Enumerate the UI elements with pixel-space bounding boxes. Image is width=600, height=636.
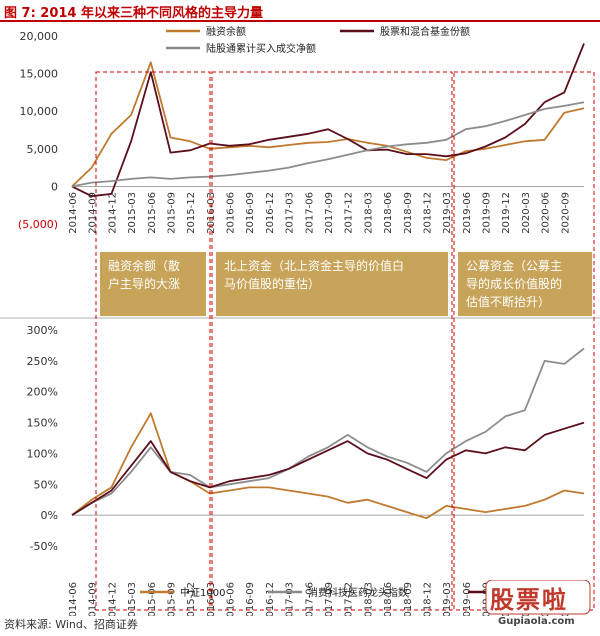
x-tick-label: 2014-06 <box>68 582 79 616</box>
watermark-logo: 股票啦 Gupiaola.com <box>484 579 596 632</box>
series-line-3 <box>71 101 585 188</box>
x-tick-label: 2019-03 <box>442 192 453 234</box>
y-tick-label: (5,000) <box>18 218 58 231</box>
annotation-box <box>216 252 448 316</box>
annotation-box <box>458 252 592 316</box>
annotation-text: 马价值股的重估） <box>224 276 320 291</box>
period-frame <box>211 71 453 611</box>
x-tick-label: 2019-06 <box>462 192 473 234</box>
x-tick-label: 2014-09 <box>88 582 99 616</box>
x-tick-label: 2016-12 <box>265 582 276 616</box>
x-tick-label: 2017-12 <box>344 192 355 234</box>
series-line-3 <box>71 421 585 516</box>
x-tick-label: 2015-03 <box>127 582 138 616</box>
x-tick-label: 2017-03 <box>285 192 296 234</box>
x-tick-label: 2017-06 <box>304 192 315 234</box>
figure-title: 图 7: 2014 年以来三种不同风格的主导力量 <box>4 6 264 21</box>
legend-label: 陆股通累计买入成交净额 <box>206 42 316 55</box>
x-tick-label: 2018-03 <box>363 192 374 234</box>
x-tick-label: 2016-12 <box>265 192 276 234</box>
annotation-text: 户主导的大涨 <box>108 276 180 291</box>
y-tick-label: 250% <box>27 355 58 368</box>
series-line-2 <box>71 347 585 516</box>
period-frame <box>95 71 211 611</box>
y-tick-label: 10,000 <box>20 105 59 118</box>
y-tick-label: 15,000 <box>20 68 59 81</box>
period-frame <box>453 71 595 611</box>
series-line-2 <box>71 43 585 198</box>
x-tick-label: 2014-12 <box>107 582 118 616</box>
x-tick-label: 2016-09 <box>245 192 256 234</box>
x-tick-label: 2018-12 <box>422 192 433 234</box>
x-tick-label: 2014-09 <box>88 192 99 234</box>
x-tick-label: 2018-06 <box>383 192 394 234</box>
x-tick-label: 2016-03 <box>206 192 217 234</box>
annotation-box <box>100 252 206 316</box>
annotation-text: 估值不断抬升） <box>466 294 550 309</box>
annotation-text: 公募资金（公募主 <box>466 258 562 273</box>
x-tick-label: 2017-09 <box>324 192 335 234</box>
legend-label: 消费科技医药龙头指数 <box>308 586 408 599</box>
x-tick-label: 2015-09 <box>166 582 177 616</box>
x-tick-label: 2015-06 <box>147 192 158 234</box>
bottom-chart: 300% 250% 200% 150% 100% 50% 0% -50% 2014-06 2014… <box>27 324 585 616</box>
y-tick-label: 100% <box>27 447 58 460</box>
x-tick-label: 2018-09 <box>403 582 414 616</box>
y-tick-label: 0 <box>51 180 58 193</box>
x-tick-label: 2018-06 <box>383 582 394 616</box>
y-tick-label: 300% <box>27 324 58 337</box>
y-tick-label: 150% <box>27 417 58 430</box>
x-tick-label: 2019-12 <box>501 192 512 234</box>
chart-canvas: 20,000 15,000 10,000 5,000 0 (5,000) 2014-06 20… <box>0 25 600 616</box>
x-tick-label: 2017-03 <box>285 582 296 616</box>
x-tick-label: 2015-09 <box>166 192 177 234</box>
legend-label: 股票和混合基金份额 <box>380 25 470 38</box>
watermark-text: 股票啦 <box>490 586 568 614</box>
x-tick-label: 2018-09 <box>403 192 414 234</box>
watermark-url: Gupiaola.com <box>498 616 575 627</box>
annotation-text: 北上资金（北上资金主导的价值白 <box>224 258 404 273</box>
annotation-text: 导的成长价值股的 <box>466 276 562 291</box>
source-note: 资料来源: Wind、招商证券 <box>4 618 138 631</box>
x-tick-label: 2018-03 <box>363 582 374 616</box>
x-tick-label: 2020-06 <box>541 192 552 234</box>
x-tick-label: 2017-12 <box>344 582 355 616</box>
x-tick-label: 2020-03 <box>521 192 532 234</box>
y-tick-label: 5,000 <box>27 143 59 156</box>
y-tick-label: 0% <box>41 509 58 522</box>
x-tick-label: 2016-06 <box>226 192 237 234</box>
x-tick-label: 2016-06 <box>226 582 237 616</box>
legend-label: 中证1000 <box>180 586 225 599</box>
x-tick-label: 2014-12 <box>107 192 118 234</box>
x-tick-label: 2017-06 <box>304 582 315 616</box>
x-tick-label: 2020-09 <box>560 192 571 234</box>
x-tick-label: 2015-03 <box>127 192 138 234</box>
x-tick-label: 2015-06 <box>147 582 158 616</box>
x-tick-label: 2016-03 <box>206 582 217 616</box>
x-tick-label: 2019-06 <box>462 582 473 616</box>
x-tick-label: 2019-03 <box>442 582 453 616</box>
x-tick-label: 2018-12 <box>422 582 433 616</box>
x-tick-label: 2016-09 <box>245 582 256 616</box>
x-tick-label: 2017-09 <box>324 582 335 616</box>
y-tick-label: 20,000 <box>20 30 59 43</box>
watermark-icon <box>485 579 591 615</box>
series-line-1 <box>71 61 585 188</box>
legend-label: 融资余额 <box>206 25 246 38</box>
x-tick-label: 2019-09 <box>482 192 493 234</box>
y-tick-label: 200% <box>27 386 58 399</box>
annotation-text: 融资余额（散 <box>108 258 180 273</box>
y-tick-label: -50% <box>30 540 58 553</box>
title-rule <box>0 20 600 22</box>
y-tick-label: 50% <box>34 478 58 491</box>
x-tick-label: 2015-12 <box>186 582 197 616</box>
top-chart: 20,000 15,000 10,000 5,000 0 (5,000) 2014-06 20… <box>18 25 585 234</box>
x-tick-label: 2015-12 <box>186 192 197 234</box>
x-tick-label: 2014-06 <box>68 192 79 234</box>
series-line-1 <box>71 412 585 520</box>
